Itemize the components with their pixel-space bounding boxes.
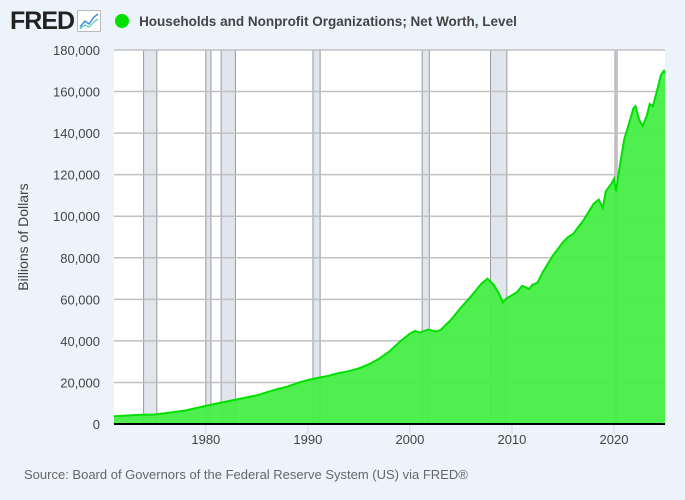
y-tick-label: 40,000 (60, 334, 100, 349)
chart-title: Households and Nonprofit Organizations; … (139, 13, 517, 29)
y-tick-label: 80,000 (60, 251, 100, 266)
x-tick-label: 2000 (395, 432, 424, 447)
y-tick-label: 100,000 (53, 209, 100, 224)
recession-band (205, 49, 212, 425)
series-legend-marker (115, 14, 130, 28)
recession-band (220, 49, 236, 425)
y-tick-label: 120,000 (53, 168, 100, 183)
series-area (114, 70, 665, 425)
y-tick-label: 160,000 (53, 85, 100, 100)
x-tick-label: 1980 (191, 432, 220, 447)
x-tick-label: 2010 (497, 432, 526, 447)
recession-band (312, 49, 321, 425)
y-tick-label: 0 (93, 417, 100, 432)
x-tick-label: 1990 (293, 432, 322, 447)
y-tick-label: 20,000 (60, 375, 100, 390)
chart-header: FRED Households and Nonprofit Organizati… (10, 6, 517, 35)
source-note: Source: Board of Governors of the Federa… (24, 467, 468, 482)
recession-band (143, 49, 158, 425)
x-tick-label: 2020 (600, 432, 629, 447)
y-tick-label: 180,000 (53, 43, 100, 58)
y-tick-label: 140,000 (53, 126, 100, 141)
line-chart-icon (77, 10, 102, 32)
y-axis-label: Billions of Dollars (15, 183, 31, 290)
fred-logo[interactable]: FRED (10, 6, 75, 35)
y-tick-label: 60,000 (60, 292, 100, 307)
